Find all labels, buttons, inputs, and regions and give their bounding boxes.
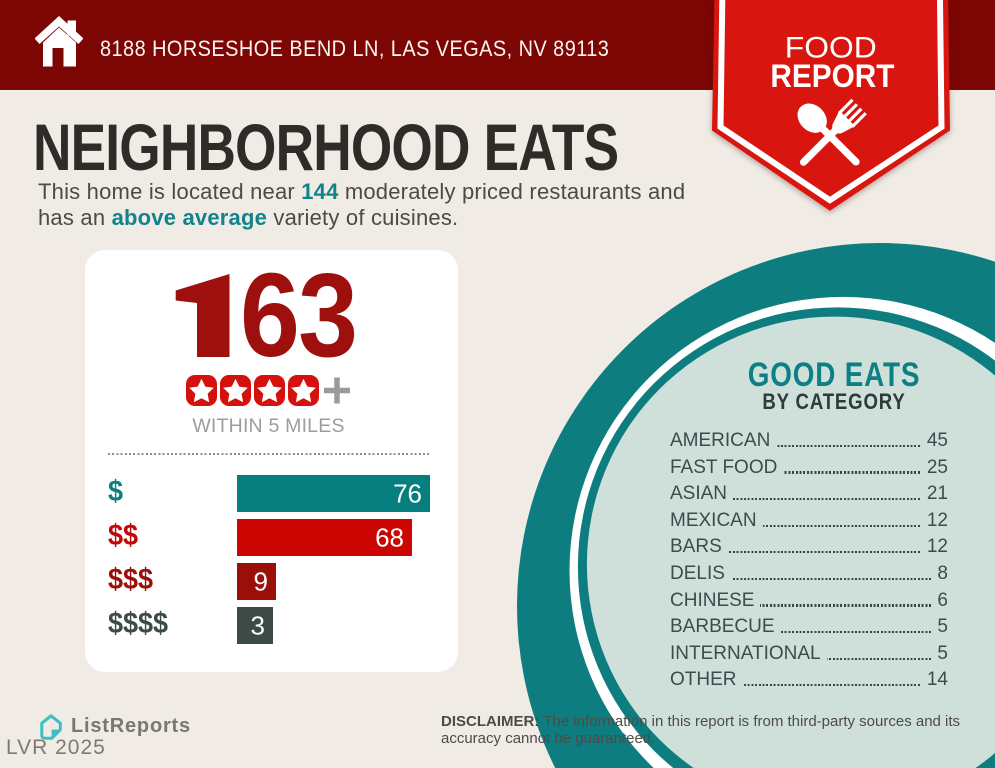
svg-text:REPORT: REPORT (770, 58, 894, 94)
svg-text:FOOD: FOOD (785, 32, 877, 65)
